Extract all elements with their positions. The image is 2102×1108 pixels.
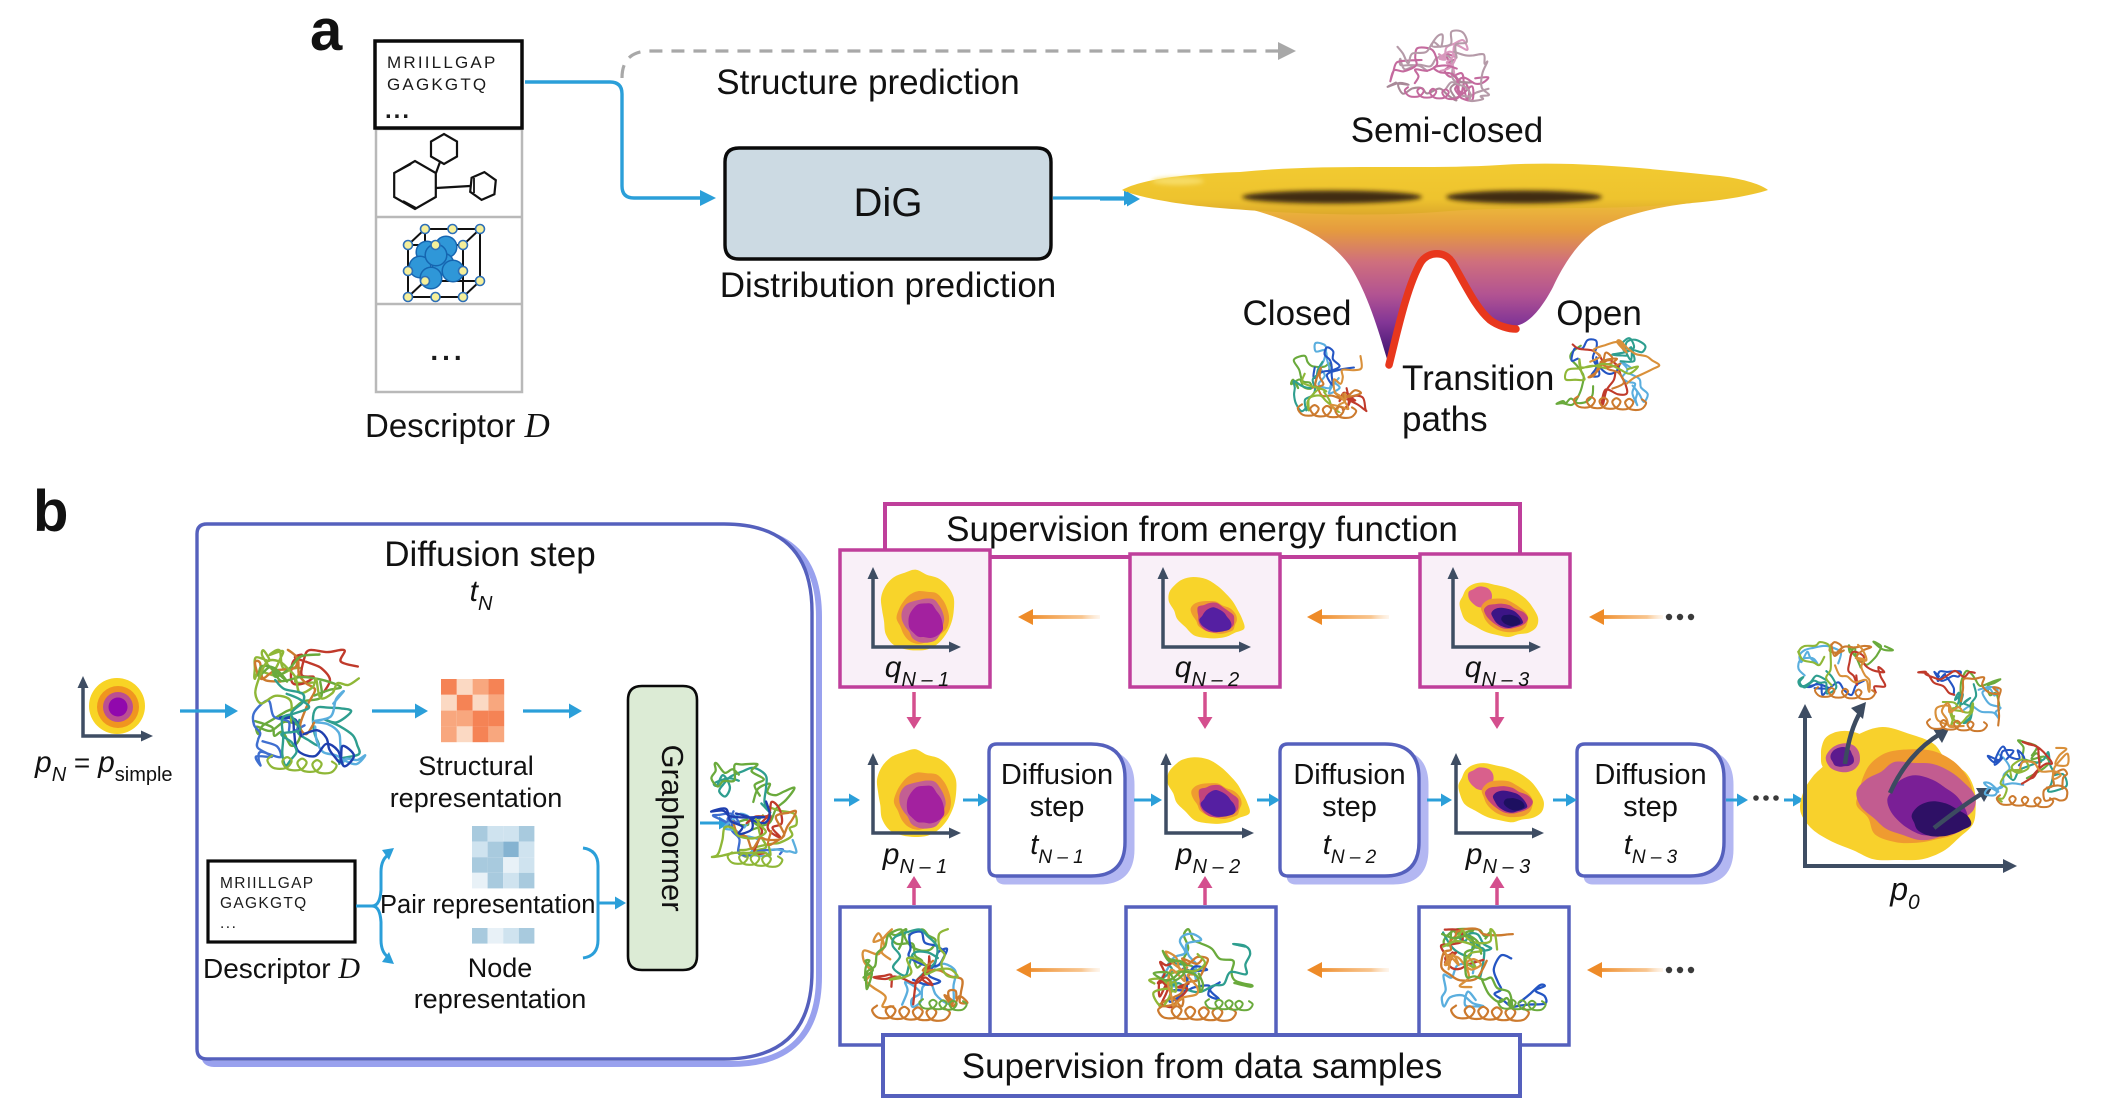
- svg-text:Diffusion: Diffusion: [1001, 759, 1113, 791]
- svg-text:...: ...: [430, 335, 465, 366]
- svg-text:...: ...: [220, 915, 237, 932]
- svg-text:a: a: [310, 0, 343, 63]
- svg-text:Node: Node: [468, 953, 533, 983]
- svg-text:MRIILLGAP: MRIILLGAP: [220, 875, 314, 892]
- svg-text:Descriptor D: Descriptor D: [203, 952, 360, 985]
- svg-text:Supervision from data samples: Supervision from data samples: [962, 1047, 1443, 1086]
- svg-text:Semi-closed: Semi-closed: [1351, 111, 1544, 150]
- svg-text:step: step: [1623, 791, 1678, 823]
- svg-text:Descriptor D: Descriptor D: [365, 406, 550, 445]
- svg-text:Diffusion: Diffusion: [1293, 759, 1405, 791]
- svg-text:Supervision from energy functi: Supervision from energy function: [946, 510, 1458, 549]
- svg-text:representation: representation: [414, 984, 587, 1014]
- svg-text:representation: representation: [390, 783, 563, 813]
- svg-text:GAGKGTQ: GAGKGTQ: [387, 75, 488, 94]
- svg-text:Structural: Structural: [418, 751, 534, 781]
- svg-text:Pair representation: Pair representation: [380, 891, 595, 919]
- svg-text:Transition: Transition: [1402, 359, 1554, 398]
- svg-text:DiG: DiG: [854, 181, 923, 225]
- svg-text:pN = psimple: pN = psimple: [34, 746, 173, 786]
- svg-text:Structure prediction: Structure prediction: [716, 63, 1019, 102]
- svg-text:...: ...: [385, 97, 411, 124]
- svg-text:step: step: [1322, 791, 1377, 823]
- svg-text:paths: paths: [1402, 400, 1488, 439]
- svg-text:b: b: [33, 479, 68, 544]
- svg-text:Graphormer: Graphormer: [655, 744, 690, 911]
- svg-text:Diffusion: Diffusion: [1594, 759, 1706, 791]
- svg-text:MRIILLGAP: MRIILLGAP: [387, 53, 498, 72]
- svg-text:Diffusion step: Diffusion step: [384, 535, 595, 574]
- svg-text:Distribution prediction: Distribution prediction: [720, 266, 1057, 305]
- svg-text:Closed: Closed: [1243, 294, 1352, 333]
- svg-text:Open: Open: [1556, 294, 1642, 333]
- svg-text:step: step: [1030, 791, 1085, 823]
- svg-text:GAGKGTQ: GAGKGTQ: [220, 895, 307, 912]
